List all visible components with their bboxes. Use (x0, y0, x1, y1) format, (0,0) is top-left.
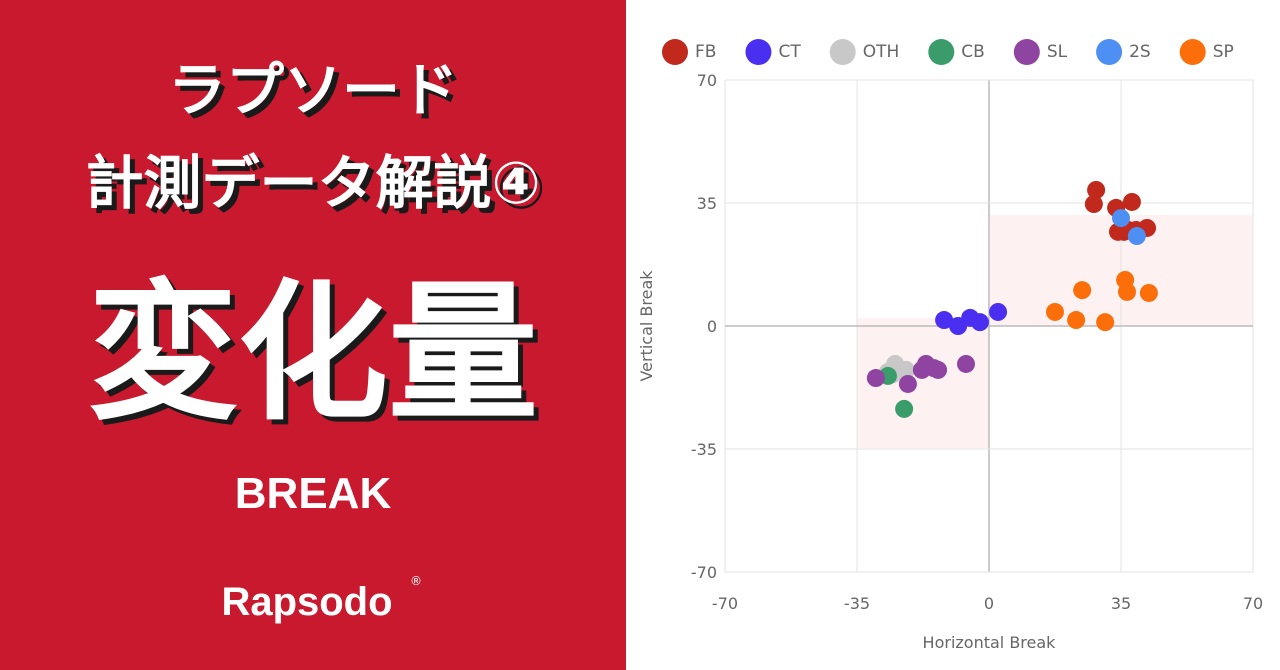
x-tick-label: 70 (1243, 594, 1263, 613)
legend-swatch (662, 39, 688, 65)
banner-subtitle: BREAK (235, 469, 392, 518)
point (866, 369, 885, 388)
legend-label: SL (1047, 42, 1068, 62)
legend-label: SP (1213, 42, 1234, 62)
y-tick-label: 0 (707, 317, 717, 336)
x-tick-label: 35 (1111, 594, 1131, 613)
point (1139, 283, 1158, 302)
legend-swatch (1096, 39, 1123, 65)
point (956, 354, 975, 373)
point (1046, 302, 1064, 321)
x-tick-label: -35 (844, 594, 870, 613)
legend-label: 2S (1129, 42, 1151, 62)
banner-panel (0, 0, 626, 670)
legend-label: CT (778, 42, 801, 62)
banner-headline: 変化量 (88, 267, 538, 441)
banner-line1: ラプソード (168, 56, 458, 124)
y-tick-label: -35 (691, 440, 717, 459)
point (935, 311, 954, 330)
point (912, 360, 931, 379)
point (1073, 281, 1092, 300)
point (895, 399, 914, 418)
x-tick-label: 0 (984, 594, 994, 613)
legend-swatch (1179, 39, 1206, 65)
brand: Rapsodo (221, 580, 392, 624)
point (1084, 195, 1103, 214)
point (1127, 227, 1146, 246)
y-axis-title: Vertical Break (637, 270, 656, 382)
point (897, 360, 916, 379)
point (1067, 311, 1086, 330)
banner-line2: 計測データ解説④ (85, 149, 540, 217)
y-tick-label: -70 (691, 563, 717, 582)
legend-label: OTH (863, 42, 900, 62)
point (989, 302, 1008, 321)
legend-swatch (745, 39, 772, 65)
point (1118, 282, 1137, 301)
brand-mark: ® (410, 574, 422, 588)
point (1122, 192, 1141, 211)
x-tick-label: -70 (712, 594, 738, 613)
point (1096, 313, 1115, 332)
y-tick-label: 35 (697, 194, 717, 213)
y-tick-label: 70 (697, 71, 717, 90)
point (1112, 209, 1130, 228)
point (970, 313, 989, 332)
legend-label: CB (961, 42, 985, 62)
point (1087, 180, 1106, 199)
point (929, 360, 948, 379)
legend-swatch (928, 39, 955, 65)
point (898, 374, 917, 393)
x-axis-title: Horizontal Break (923, 633, 1057, 652)
legend-swatch (829, 39, 856, 65)
legend-swatch (1013, 39, 1040, 65)
legend-label: FB (695, 42, 716, 62)
